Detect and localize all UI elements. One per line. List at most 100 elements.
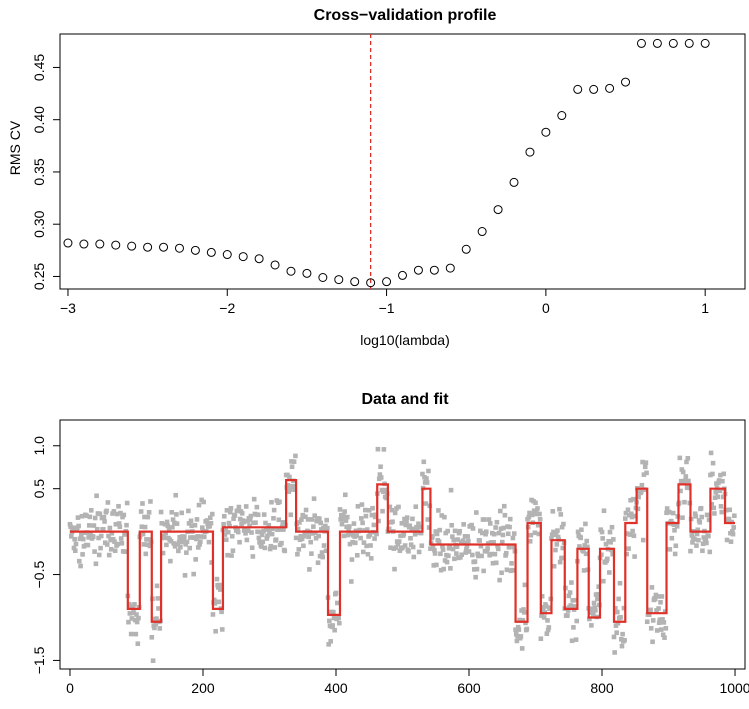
data-point xyxy=(313,530,318,536)
data-point xyxy=(128,631,134,637)
data-point xyxy=(110,536,116,542)
data-point xyxy=(186,508,191,514)
data-point xyxy=(470,552,475,558)
data-point xyxy=(473,574,478,580)
data-point xyxy=(650,639,655,645)
data-point xyxy=(682,478,688,484)
data-point xyxy=(124,522,129,528)
data-point xyxy=(321,543,327,548)
data-point xyxy=(355,504,361,509)
cv-point xyxy=(366,278,376,288)
cv-point xyxy=(493,205,503,215)
data-point xyxy=(688,548,693,554)
data-point xyxy=(332,627,337,633)
data-point xyxy=(343,518,349,523)
data-point xyxy=(648,607,653,613)
data-point xyxy=(410,516,415,522)
data-point xyxy=(296,547,302,552)
data-point xyxy=(336,615,341,621)
data-point xyxy=(88,508,94,513)
data-point xyxy=(352,540,358,546)
data-point xyxy=(438,551,443,557)
data-point xyxy=(539,593,545,599)
data-point xyxy=(450,534,455,539)
data-point xyxy=(71,527,76,532)
data-point xyxy=(430,534,435,539)
data-point xyxy=(197,542,202,547)
data-point xyxy=(208,515,213,521)
data-point xyxy=(326,642,331,647)
data-point xyxy=(539,613,544,618)
data-point xyxy=(124,500,130,506)
data-point xyxy=(566,593,572,599)
fit-x-tick-label: 400 xyxy=(324,680,348,696)
data-point xyxy=(317,516,322,521)
data-point xyxy=(201,499,206,505)
data-point xyxy=(672,527,677,533)
data-point xyxy=(306,534,312,540)
cv-point xyxy=(222,250,232,260)
fit-x-tick-label: 1000 xyxy=(719,680,749,696)
data-point xyxy=(303,514,308,520)
data-point xyxy=(690,540,695,545)
data-point xyxy=(624,531,630,536)
data-point xyxy=(731,525,736,530)
data-point xyxy=(448,487,454,493)
data-point xyxy=(407,523,413,529)
data-point xyxy=(639,482,645,488)
data-point xyxy=(478,543,484,549)
data-point xyxy=(476,553,481,559)
data-point xyxy=(605,556,610,562)
data-point xyxy=(462,540,467,546)
data-point xyxy=(157,626,163,631)
data-point xyxy=(244,537,250,543)
data-point xyxy=(223,527,228,532)
data-point xyxy=(365,551,371,557)
data-point xyxy=(489,551,494,557)
data-point xyxy=(559,524,565,530)
data-point xyxy=(358,516,364,521)
data-point xyxy=(439,513,445,518)
data-point xyxy=(380,508,385,514)
data-point xyxy=(436,508,441,513)
data-point xyxy=(477,538,482,543)
data-point xyxy=(193,557,198,562)
data-point xyxy=(331,615,337,621)
data-point xyxy=(630,496,636,502)
data-point xyxy=(288,512,294,518)
data-point xyxy=(667,547,673,552)
data-point xyxy=(543,604,549,609)
data-point xyxy=(348,531,353,537)
data-point xyxy=(184,550,189,555)
data-point xyxy=(345,514,350,520)
data-point xyxy=(504,567,510,573)
data-point xyxy=(622,516,628,521)
data-point xyxy=(618,614,623,620)
cv-point xyxy=(684,38,694,48)
data-point xyxy=(265,526,271,531)
data-point xyxy=(150,658,156,663)
data-point xyxy=(194,536,199,542)
data-point xyxy=(424,476,429,481)
data-point xyxy=(325,525,330,531)
data-point xyxy=(158,509,164,515)
data-point xyxy=(80,536,86,542)
data-point xyxy=(309,517,315,522)
data-point xyxy=(145,514,151,520)
data-point xyxy=(375,446,381,452)
data-point xyxy=(510,535,516,541)
data-point xyxy=(601,508,607,514)
data-point xyxy=(227,523,232,529)
data-point xyxy=(536,531,542,537)
data-point xyxy=(459,552,464,558)
data-point xyxy=(344,524,349,530)
cv-point xyxy=(700,38,710,48)
data-point xyxy=(305,517,311,522)
data-point xyxy=(271,515,276,521)
data-point xyxy=(298,534,304,539)
data-point xyxy=(657,617,663,623)
data-point xyxy=(644,619,650,625)
data-point xyxy=(272,545,278,550)
data-point xyxy=(414,526,420,532)
